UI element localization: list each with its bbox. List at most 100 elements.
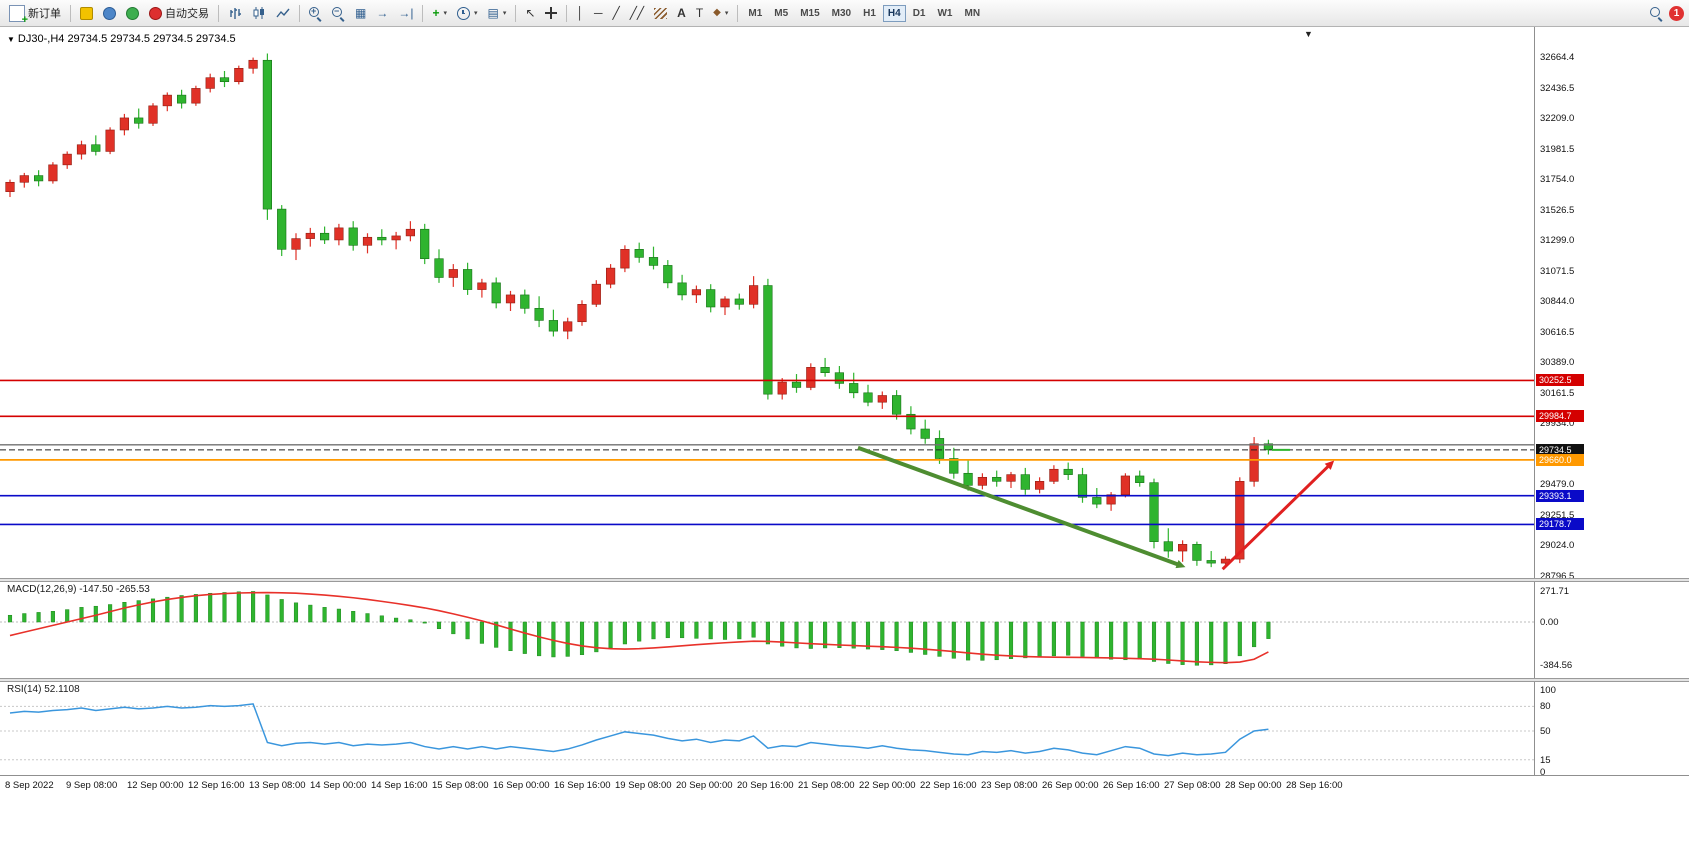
timeframe-m5[interactable]: M5 bbox=[774, 7, 789, 19]
shapes-button[interactable]: ◆ ▾ bbox=[709, 2, 732, 25]
price-tick-label: 29934.0 bbox=[1540, 418, 1575, 430]
time-tick-label: 12 Sep 16:00 bbox=[188, 780, 245, 791]
rsi-label: RSI(14) 52.1108 bbox=[7, 684, 80, 695]
price-tick-label: 29251.5 bbox=[1540, 509, 1575, 521]
time-tick-label: 23 Sep 08:00 bbox=[981, 780, 1038, 791]
time-tick-label: 22 Sep 00:00 bbox=[859, 780, 916, 791]
zoom-out-icon: − bbox=[332, 6, 345, 20]
template-icon: ▤ bbox=[487, 6, 499, 20]
candle-chart-button[interactable] bbox=[248, 2, 270, 25]
price-scale[interactable]: 32664.4 32436.5 32209.0 31981.5 31754.0 31526… bbox=[1534, 27, 1689, 778]
service-icon bbox=[126, 6, 139, 20]
timeframe-m30[interactable]: M30 bbox=[831, 7, 852, 19]
panel-splitter[interactable] bbox=[0, 678, 1689, 682]
channel-icon: ╱╱ bbox=[629, 6, 645, 20]
chevron-down-icon: ▾ bbox=[443, 10, 447, 17]
indicators-button[interactable]: + ▾ bbox=[428, 2, 451, 25]
indicators-icon: + bbox=[432, 6, 440, 20]
trendline-button[interactable]: ╱ bbox=[608, 2, 623, 25]
templates-button[interactable]: ▤ ▾ bbox=[484, 2, 511, 25]
timeframe-mn[interactable]: MN bbox=[964, 7, 981, 19]
bar-chart-icon bbox=[230, 8, 241, 19]
vertical-line-icon: │ bbox=[576, 6, 584, 20]
macd-tick-label: 0.00 bbox=[1540, 617, 1559, 628]
search-icon bbox=[1650, 6, 1663, 20]
time-tick-label: 22 Sep 16:00 bbox=[920, 780, 977, 791]
rsi-tick-label: 100 bbox=[1540, 685, 1556, 696]
price-badge: 29734.5 bbox=[1536, 443, 1584, 456]
vertical-line-button[interactable]: │ bbox=[572, 2, 588, 25]
candle-chart-icon bbox=[253, 7, 264, 19]
chart-shift-marker[interactable]: ▼ bbox=[1304, 29, 1313, 39]
chevron-down-icon: ▾ bbox=[502, 10, 507, 17]
price-tick-label: 31981.5 bbox=[1540, 143, 1575, 155]
auto-scroll-icon: → bbox=[376, 6, 389, 20]
price-tick-label: 30616.5 bbox=[1540, 326, 1575, 338]
zoom-in-button[interactable]: + bbox=[305, 2, 326, 25]
time-tick-label: 8 Sep 2022 bbox=[5, 780, 54, 791]
text-label-button[interactable]: T bbox=[692, 2, 707, 25]
search-button[interactable] bbox=[1646, 2, 1667, 25]
trend-arrow[interactable] bbox=[857, 445, 1181, 567]
main-chart-canvas[interactable] bbox=[0, 27, 1534, 578]
trend-arrow-head bbox=[1175, 559, 1186, 569]
hlines-layer bbox=[0, 379, 1534, 526]
symbol-dropdown-icon[interactable]: ▼ bbox=[7, 35, 15, 44]
timeframe-w1[interactable]: W1 bbox=[937, 7, 953, 19]
timeframe-m1[interactable]: M1 bbox=[748, 7, 763, 19]
time-tick-label: 28 Sep 00:00 bbox=[1225, 780, 1282, 791]
profiles-button[interactable] bbox=[76, 2, 97, 25]
ohlc-text: DJ30-,H4 29734.5 29734.5 29734.5 29734.5 bbox=[17, 33, 236, 45]
text-button[interactable]: A bbox=[673, 2, 690, 25]
tile-windows-button[interactable]: ▦ bbox=[351, 2, 370, 25]
community-icon bbox=[103, 6, 116, 20]
horizontal-line-button[interactable]: ─ bbox=[590, 2, 607, 25]
line-chart-button[interactable] bbox=[272, 2, 294, 25]
autotrading-button[interactable]: 自动交易 bbox=[145, 2, 213, 25]
price-tick-label: 32436.5 bbox=[1540, 82, 1575, 94]
shapes-icon: ◆ bbox=[713, 7, 721, 18]
chart-shift-icon: →| bbox=[398, 6, 414, 20]
price-tick-label: 29024.0 bbox=[1540, 540, 1575, 552]
rsi-canvas[interactable] bbox=[0, 682, 1534, 775]
community-button[interactable] bbox=[99, 2, 120, 25]
time-tick-label: 21 Sep 08:00 bbox=[798, 780, 855, 791]
timeframe-d1[interactable]: D1 bbox=[912, 7, 926, 19]
timeframe-h1[interactable]: H1 bbox=[863, 7, 876, 19]
new-order-label: 新订单 bbox=[28, 8, 61, 20]
trend-arrow[interactable] bbox=[1221, 463, 1331, 571]
time-tick-label: 14 Sep 00:00 bbox=[310, 780, 367, 791]
cursor-button[interactable]: ↖ bbox=[521, 2, 539, 25]
zoom-out-button[interactable]: − bbox=[328, 2, 349, 25]
crosshair-button[interactable] bbox=[541, 2, 561, 25]
price-tick-label: 32664.4 bbox=[1540, 51, 1575, 63]
time-tick-label: 16 Sep 16:00 bbox=[554, 780, 611, 791]
panel-splitter[interactable] bbox=[0, 578, 1689, 582]
time-tick-label: 9 Sep 08:00 bbox=[66, 780, 118, 791]
autotrading-label: 自动交易 bbox=[165, 8, 209, 20]
new-order-button[interactable]: 新订单 bbox=[5, 2, 65, 26]
timeframe-h4[interactable]: H4 bbox=[882, 4, 906, 22]
timeframe-m15[interactable]: M15 bbox=[800, 7, 820, 19]
time-tick-label: 19 Sep 08:00 bbox=[615, 780, 672, 791]
candles-layer bbox=[5, 53, 1273, 568]
clock-icon bbox=[457, 6, 470, 20]
notification-badge[interactable]: 1 bbox=[1669, 5, 1684, 21]
time-scale[interactable]: 8 Sep 2022 9 Sep 08:00 12 Sep 00:00 12 Sep … bbox=[0, 775, 1689, 796]
time-tick-label: 20 Sep 16:00 bbox=[737, 780, 794, 791]
channel-button[interactable]: ╱╱ bbox=[626, 2, 648, 25]
toolbar-separator bbox=[737, 4, 739, 22]
crosshair-icon bbox=[545, 7, 558, 19]
periods-button[interactable]: ▾ bbox=[453, 2, 482, 25]
time-tick-label: 28 Sep 16:00 bbox=[1286, 780, 1343, 791]
price-tick-label: 31071.5 bbox=[1540, 265, 1575, 277]
fibonacci-button[interactable] bbox=[650, 2, 671, 25]
line-chart-icon bbox=[276, 8, 290, 18]
macd-canvas[interactable] bbox=[0, 582, 1534, 678]
service-button[interactable] bbox=[122, 2, 143, 25]
time-tick-label: 13 Sep 08:00 bbox=[249, 780, 306, 791]
toolbar-separator bbox=[515, 4, 517, 22]
auto-scroll-button[interactable]: → bbox=[372, 2, 392, 25]
chart-shift-button[interactable]: →| bbox=[394, 2, 417, 25]
bar-chart-button[interactable] bbox=[224, 2, 246, 25]
